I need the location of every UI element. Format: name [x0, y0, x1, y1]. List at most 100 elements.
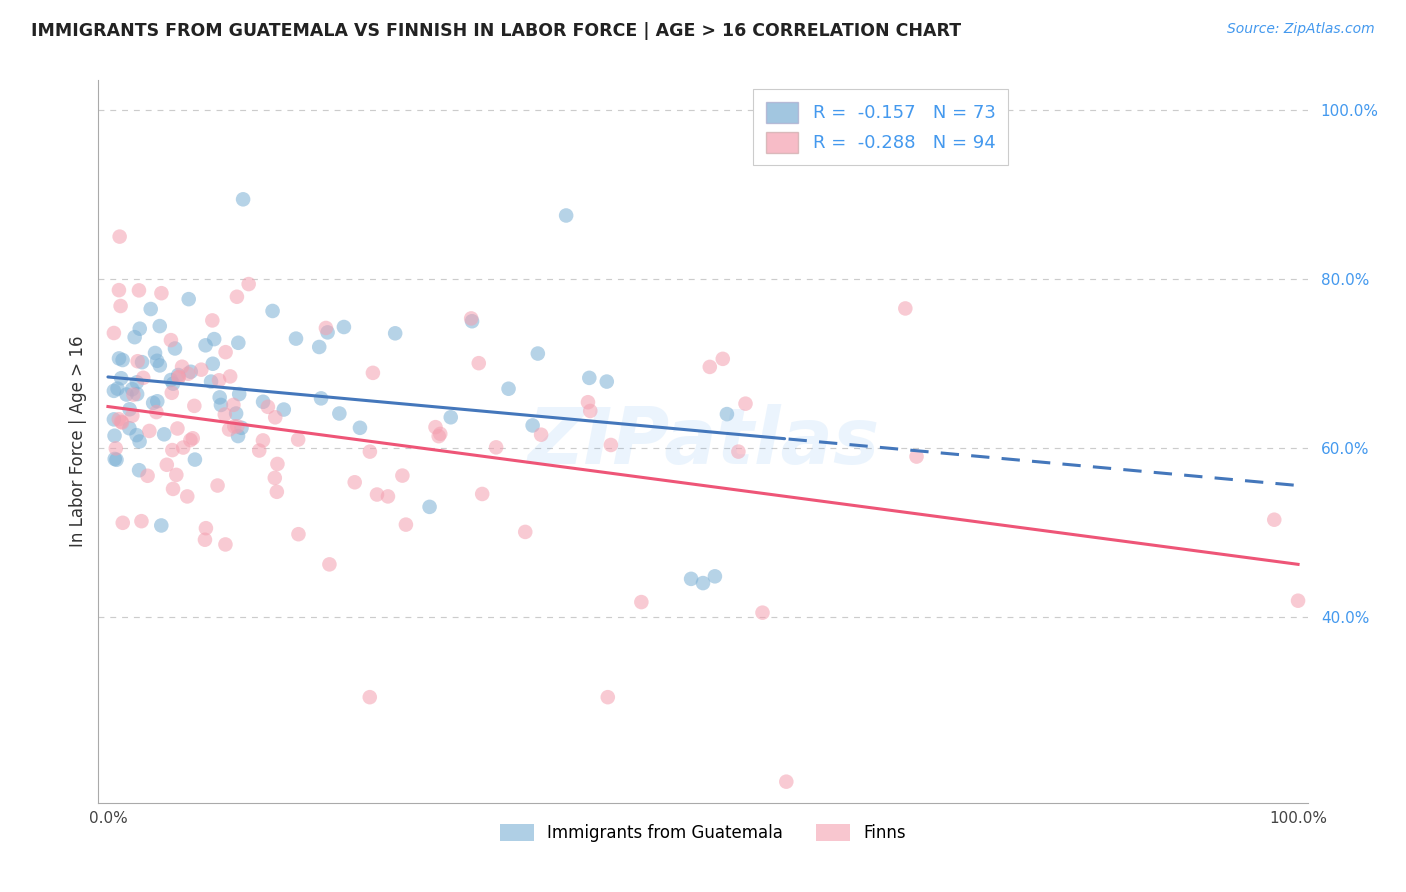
- Point: [200, 375, 222, 389]
- Point: [110, 299, 132, 313]
- Point: [285, 332, 308, 346]
- Point: [149, 359, 172, 373]
- Point: [184, 452, 207, 467]
- Point: [194, 533, 217, 547]
- Point: [316, 326, 339, 340]
- Point: [150, 518, 173, 533]
- Point: [143, 346, 166, 360]
- Point: [121, 382, 143, 396]
- Point: [263, 471, 285, 485]
- Point: [461, 314, 484, 328]
- Point: [225, 407, 247, 421]
- Point: [315, 321, 337, 335]
- Point: [181, 431, 204, 445]
- Point: [160, 333, 183, 347]
- Point: [596, 690, 619, 705]
- Point: [183, 399, 205, 413]
- Point: [194, 338, 217, 352]
- Point: [232, 192, 254, 206]
- Point: [377, 490, 399, 504]
- Point: [177, 367, 200, 381]
- Point: [576, 395, 599, 409]
- Point: [136, 468, 159, 483]
- Point: [167, 370, 190, 384]
- Point: [214, 345, 236, 359]
- Point: [359, 690, 381, 705]
- Point: [104, 442, 127, 456]
- Point: [359, 444, 381, 458]
- Point: [219, 369, 242, 384]
- Point: [905, 450, 928, 464]
- Point: [527, 346, 550, 360]
- Point: [579, 404, 602, 418]
- Y-axis label: In Labor Force | Age > 16: In Labor Force | Age > 16: [69, 335, 87, 548]
- Point: [460, 311, 482, 326]
- Point: [209, 398, 232, 412]
- Point: [111, 416, 134, 430]
- Point: [125, 376, 148, 390]
- Point: [530, 427, 553, 442]
- Point: [231, 421, 253, 435]
- Point: [160, 373, 183, 387]
- Point: [630, 595, 652, 609]
- Text: Source: ZipAtlas.com: Source: ZipAtlas.com: [1227, 22, 1375, 37]
- Text: IMMIGRANTS FROM GUATEMALA VS FINNISH IN LABOR FORCE | AGE > 16 CORRELATION CHART: IMMIGRANTS FROM GUATEMALA VS FINNISH IN …: [31, 22, 962, 40]
- Point: [252, 394, 274, 409]
- Point: [108, 283, 131, 297]
- Point: [194, 521, 217, 535]
- Point: [257, 400, 280, 414]
- Legend: Immigrants from Guatemala, Finns: Immigrants from Guatemala, Finns: [494, 817, 912, 848]
- Point: [170, 359, 193, 374]
- Point: [167, 370, 190, 384]
- Point: [391, 468, 413, 483]
- Point: [121, 409, 143, 423]
- Point: [775, 774, 797, 789]
- Point: [103, 428, 125, 442]
- Point: [180, 365, 202, 379]
- Point: [150, 286, 173, 301]
- Point: [108, 229, 131, 244]
- Point: [264, 410, 287, 425]
- Point: [163, 342, 186, 356]
- Point: [703, 569, 725, 583]
- Point: [471, 487, 494, 501]
- Point: [333, 320, 356, 334]
- Point: [343, 475, 366, 490]
- Point: [156, 458, 179, 472]
- Point: [247, 443, 270, 458]
- Point: [328, 407, 350, 421]
- Point: [131, 514, 153, 528]
- Point: [110, 415, 132, 429]
- Point: [238, 277, 260, 291]
- Point: [208, 390, 231, 404]
- Point: [555, 209, 578, 223]
- Point: [309, 392, 332, 406]
- Point: [1263, 513, 1285, 527]
- Point: [166, 421, 188, 435]
- Point: [127, 354, 149, 368]
- Point: [190, 362, 212, 376]
- Point: [145, 405, 167, 419]
- Point: [139, 301, 162, 316]
- Point: [287, 527, 309, 541]
- Point: [266, 484, 288, 499]
- Point: [366, 487, 388, 501]
- Point: [176, 490, 198, 504]
- Text: ZIPatlas: ZIPatlas: [527, 403, 879, 480]
- Point: [252, 434, 274, 448]
- Point: [515, 524, 537, 539]
- Point: [716, 407, 738, 421]
- Point: [124, 330, 146, 344]
- Point: [172, 441, 194, 455]
- Point: [160, 385, 183, 400]
- Point: [131, 355, 153, 369]
- Point: [1286, 593, 1309, 607]
- Point: [146, 353, 169, 368]
- Point: [485, 440, 508, 454]
- Point: [118, 421, 141, 435]
- Point: [318, 558, 340, 572]
- Point: [149, 319, 172, 334]
- Point: [894, 301, 917, 316]
- Point: [287, 433, 309, 447]
- Point: [226, 429, 249, 443]
